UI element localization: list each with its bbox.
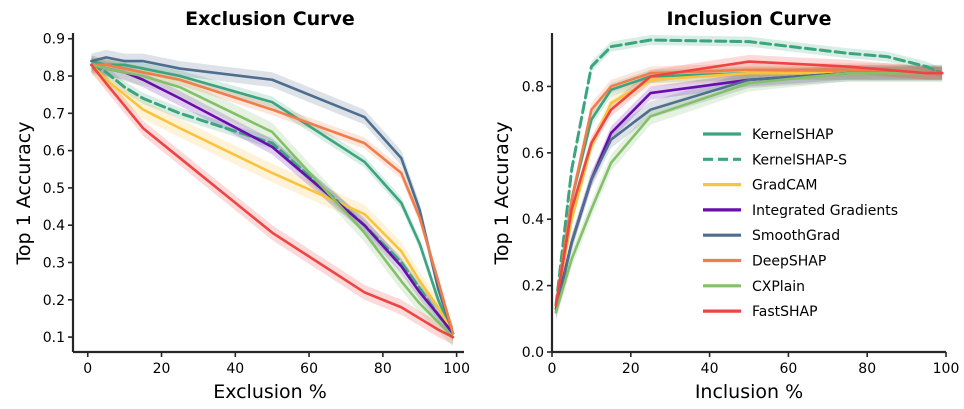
x-tick-label: 40 — [226, 361, 244, 377]
legend-label-kernelshap-s: KernelSHAP-S — [752, 152, 847, 168]
y-tick-label: 0.8 — [522, 79, 544, 95]
series-line-kernelshap-s — [554, 38, 944, 308]
legend-label-cxplain: CXPlain — [752, 279, 805, 295]
x-axis-label: Inclusion % — [695, 381, 803, 403]
band-gradcam — [91, 55, 453, 343]
y-tick-label: 0.9 — [43, 32, 65, 48]
x-tick-label: 20 — [153, 361, 171, 377]
panel-exclusion-curve: 0 20 40 60 80 100 0.1 0.2 0.3 0.4 0.5 0.6 0.7 0.8 0.9 E… — [13, 8, 470, 403]
chart-title: Inclusion Curve — [666, 8, 831, 30]
legend-label-smoothgrad: SmoothGrad — [752, 228, 840, 244]
x-axis-label: Exclusion % — [213, 381, 327, 403]
y-tick-label: 0.0 — [522, 345, 544, 361]
series-line-gradcam — [90, 63, 455, 335]
legend-label-deepshap: DeepSHAP — [752, 254, 826, 270]
series-line-fastshap — [90, 63, 455, 339]
x-tick-label: 0 — [548, 361, 557, 377]
series-line-fastshap — [554, 60, 944, 307]
x-tick-label: 80 — [858, 361, 876, 377]
x-tick-label: 100 — [443, 361, 470, 377]
x-tick-label: 80 — [374, 361, 392, 377]
chart-title: Exclusion Curve — [185, 8, 355, 30]
y-axis-label: Top 1 Accuracy — [491, 122, 513, 266]
x-tick-label: 60 — [779, 361, 797, 377]
series-line-cxplain — [554, 71, 944, 314]
series-line-deepshap — [90, 63, 455, 335]
legend-label-kernelshap: KernelSHAP — [752, 127, 833, 143]
y-tick-label: 0.7 — [43, 106, 65, 122]
y-tick-label: 0.6 — [522, 146, 544, 162]
band-kernelshap-s — [91, 59, 453, 339]
series-line-kernelshap — [90, 59, 455, 335]
legend-label-fastshap: FastSHAP — [752, 304, 818, 320]
y-tick-label: 0.4 — [43, 218, 65, 234]
y-tick-label: 0.6 — [43, 144, 65, 160]
x-tick-label: 60 — [300, 361, 318, 377]
series-line-cxplain — [90, 63, 455, 339]
panel-inclusion-curve: 0 20 40 60 80 100 0.0 0.2 0.4 0.6 0.8 Inclusion Cur… — [491, 8, 959, 403]
x-tick-label: 100 — [933, 361, 960, 377]
y-tick-label: 0.2 — [43, 293, 65, 309]
x-tick-label: 20 — [622, 361, 640, 377]
y-tick-label: 0.2 — [522, 279, 544, 295]
legend: KernelSHAP KernelSHAP-S GradCAM Integrated … — [703, 127, 898, 320]
y-axis-label: Top 1 Accuracy — [13, 122, 35, 266]
x-tick-label: 40 — [701, 361, 719, 377]
y-tick-label: 0.5 — [43, 181, 65, 197]
band-deepshap — [91, 59, 453, 339]
y-tick-label: 0.1 — [43, 330, 65, 346]
y-tick-label: 0.8 — [43, 69, 65, 85]
x-tick-label: 0 — [83, 361, 92, 377]
y-tick-label: 0.4 — [522, 212, 544, 228]
band-smoothgrad — [91, 49, 453, 341]
series-line-kernelshap-s — [89, 63, 455, 335]
legend-label-integrated-gradients: Integrated Gradients — [752, 203, 898, 219]
y-tick-label: 0.3 — [43, 255, 65, 271]
legend-label-gradcam: GradCAM — [752, 178, 818, 194]
